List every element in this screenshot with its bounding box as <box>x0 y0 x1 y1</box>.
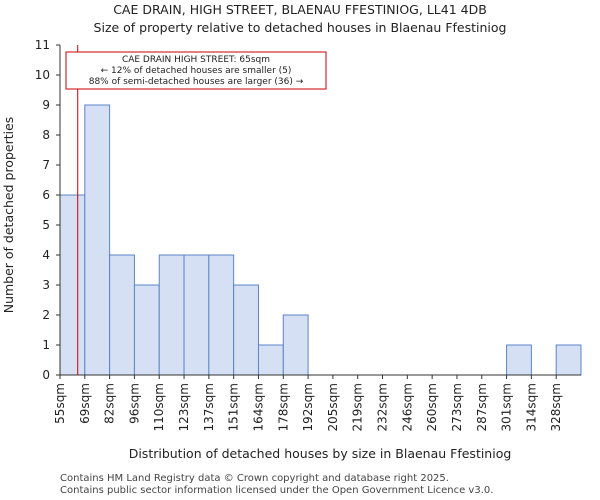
x-tick-label-273sqm: 273sqm <box>450 383 464 431</box>
annotation-box: CAE DRAIN HIGH STREET: 65sqm← 12% of det… <box>65 51 327 90</box>
x-tick-label-178sqm: 178sqm <box>276 383 290 431</box>
x-tick-label-314sqm: 314sqm <box>524 383 538 431</box>
bar-164sqm <box>257 344 284 376</box>
histogram-chart: 0 1 2 3 4 5 6 7 8 9 10 11 55sqm 69sqm 82sqm 96sqm 110sq… <box>1 38 582 461</box>
annotation-line-2: ← 12% of detached houses are smaller (5) <box>101 66 292 76</box>
x-axis: 55sqm 69sqm 82sqm 96sqm 110sqm 123sqm 137sqm 15… <box>53 374 581 431</box>
bar-96sqm <box>133 284 160 376</box>
x-tick-label-82sqm: 82sqm <box>103 383 117 424</box>
bar-69sqm <box>84 104 111 376</box>
bar-151sqm <box>233 284 259 376</box>
x-tick-label-287sqm: 287sqm <box>475 383 489 431</box>
y-tick-label-9: 9 <box>42 98 50 112</box>
x-tick-label-164sqm: 164sqm <box>251 383 265 431</box>
x-tick-label-151sqm: 151sqm <box>227 383 241 431</box>
bar-110sqm <box>158 254 185 376</box>
footer-line-2: Contains public sector information licen… <box>60 485 494 496</box>
y-tick-label-7: 7 <box>42 158 50 172</box>
x-tick-label-110sqm: 110sqm <box>152 383 166 431</box>
bars-group <box>59 104 582 376</box>
x-tick-label-123sqm: 123sqm <box>177 383 191 431</box>
bar-178sqm <box>282 314 309 376</box>
x-tick-label-205sqm: 205sqm <box>326 383 340 431</box>
x-axis-label: Distribution of detached houses by size … <box>129 446 512 461</box>
x-tick-label-96sqm: 96sqm <box>127 383 141 424</box>
y-tick-label-10: 10 <box>35 68 50 82</box>
y-tick-label-3: 3 <box>42 278 50 292</box>
x-tick-label-55sqm: 55sqm <box>53 383 67 424</box>
chart-subtitle: Size of property relative to detached ho… <box>93 20 507 35</box>
x-tick-label-328sqm: 328sqm <box>549 383 563 431</box>
y-axis: 0 1 2 3 4 5 6 7 8 9 10 11 <box>35 38 61 382</box>
chart-title: CAE DRAIN, HIGH STREET, BLAENAU FFESTINI… <box>113 2 487 17</box>
y-axis-label: Number of detached properties <box>1 117 16 314</box>
footer-line-1: Contains HM Land Registry data © Crown c… <box>60 473 449 484</box>
x-tick-label-192sqm: 192sqm <box>301 383 315 431</box>
annotation-line-3: 88% of semi-detached houses are larger (… <box>89 77 304 87</box>
annotation-frame <box>65 51 327 90</box>
bar-123sqm <box>183 254 210 376</box>
x-tick-label-232sqm: 232sqm <box>376 383 390 431</box>
annotation-line-1: CAE DRAIN HIGH STREET: 65sqm <box>122 55 270 65</box>
x-tick-label-137sqm: 137sqm <box>202 383 216 431</box>
y-tick-label-11: 11 <box>35 38 50 52</box>
bar-82sqm <box>109 254 135 376</box>
y-tick-label-2: 2 <box>42 308 50 322</box>
y-tick-label-5: 5 <box>42 218 50 232</box>
x-tick-label-246sqm: 246sqm <box>400 383 414 431</box>
x-tick-label-260sqm: 260sqm <box>425 383 439 431</box>
bar-301sqm <box>506 344 532 376</box>
y-tick-label-8: 8 <box>42 128 50 142</box>
x-tick-label-301sqm: 301sqm <box>500 383 514 431</box>
x-tick-label-219sqm: 219sqm <box>351 383 365 431</box>
x-tick-label-69sqm: 69sqm <box>78 383 92 424</box>
bar-55sqm <box>59 194 86 376</box>
y-tick-label-1: 1 <box>42 338 50 352</box>
y-tick-label-6: 6 <box>42 188 50 202</box>
y-tick-label-4: 4 <box>42 248 50 262</box>
bar-328sqm <box>555 344 582 376</box>
y-tick-label-0: 0 <box>42 368 50 382</box>
bar-137sqm <box>208 254 235 376</box>
